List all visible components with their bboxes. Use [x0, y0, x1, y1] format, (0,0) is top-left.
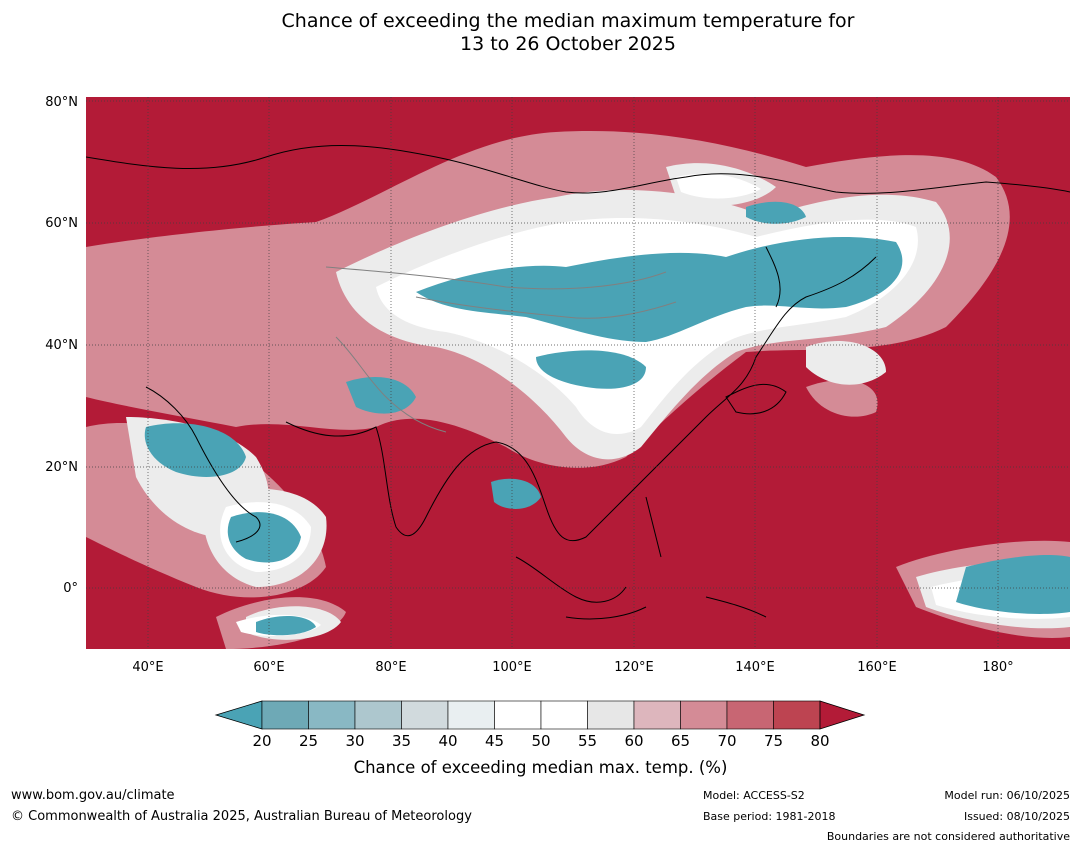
probability-below-40-regions	[144, 201, 1070, 636]
colorbar-tick-label: 45	[484, 732, 505, 750]
colorbar-tick-label: 25	[298, 732, 319, 750]
colorbar-tick-label: 35	[391, 732, 412, 750]
lon-label-160e: 160°E	[857, 660, 897, 675]
map-panel	[86, 97, 1070, 649]
lon-label-140e: 140°E	[735, 660, 775, 675]
coastlines	[86, 144, 1070, 620]
colorbar-tick-label: 50	[531, 732, 551, 750]
colorbar-segment	[494, 700, 542, 730]
colorbar-over-triangle	[819, 700, 866, 730]
colorbar-caption: Chance of exceeding median max. temp. (%…	[353, 758, 728, 777]
title-line-1: Chance of exceeding the median maximum t…	[281, 10, 855, 32]
lat-label-20n: 20°N	[45, 460, 78, 475]
lon-label-120e: 120°E	[614, 660, 654, 675]
colorbar-tick-label: 40	[438, 732, 458, 750]
footer-model-run: Model run: 06/10/2025	[944, 789, 1070, 802]
colorbar-segment	[726, 700, 774, 730]
footer-url: www.bom.gov.au/climate	[11, 788, 175, 803]
footer-disclaimer: Boundaries are not considered authoritat…	[826, 830, 1070, 843]
colorbar-tick-label: 80	[810, 732, 830, 750]
colorbar-segment	[354, 700, 402, 730]
lon-label-180: 180°	[982, 660, 1014, 675]
footer-model: Model: ACCESS-S2	[703, 789, 805, 802]
country-borders	[325, 266, 677, 433]
colorbar-tick-label: 65	[670, 732, 691, 750]
chart-title: Chance of exceeding the median maximum t…	[0, 10, 1081, 56]
colorbar-segment	[308, 700, 356, 730]
title-line-2: 13 to 26 October 2025	[460, 33, 676, 55]
footer-base-period: Base period: 1981-2018	[703, 810, 836, 823]
footer-issued: Issued: 08/10/2025	[963, 810, 1070, 823]
colorbar-segment	[401, 700, 449, 730]
lon-label-80e: 80°E	[375, 660, 407, 675]
lat-label-40n: 40°N	[45, 338, 78, 353]
colorbar-segment	[773, 700, 821, 730]
lat-label-0: 0°	[63, 581, 78, 596]
lat-label-80n: 80°N	[45, 95, 78, 110]
lon-label-40e: 40°E	[132, 660, 164, 675]
colorbar-segment	[447, 700, 495, 730]
colorbar-tick-label: 75	[763, 732, 784, 750]
colorbar-tick-label: 20	[252, 732, 272, 750]
colorbar-segment	[261, 700, 309, 730]
colorbar	[214, 700, 866, 730]
footer-copyright: © Commonwealth of Australia 2025, Austra…	[11, 809, 472, 824]
colorbar-tick-label: 30	[345, 732, 365, 750]
colorbar-segment	[540, 700, 588, 730]
lon-label-60e: 60°E	[253, 660, 285, 675]
colorbar-segment	[633, 700, 681, 730]
colorbar-tick-label: 70	[717, 732, 737, 750]
lat-label-60n: 60°N	[45, 216, 78, 231]
colorbar-under-triangle	[214, 700, 263, 730]
forecast-map	[86, 97, 1070, 649]
colorbar-tick-label: 60	[624, 732, 644, 750]
colorbar-segment	[587, 700, 635, 730]
colorbar-segment	[680, 700, 728, 730]
colorbar-tick-label: 55	[577, 732, 598, 750]
graticule	[86, 97, 1070, 649]
lon-label-100e: 100°E	[492, 660, 532, 675]
